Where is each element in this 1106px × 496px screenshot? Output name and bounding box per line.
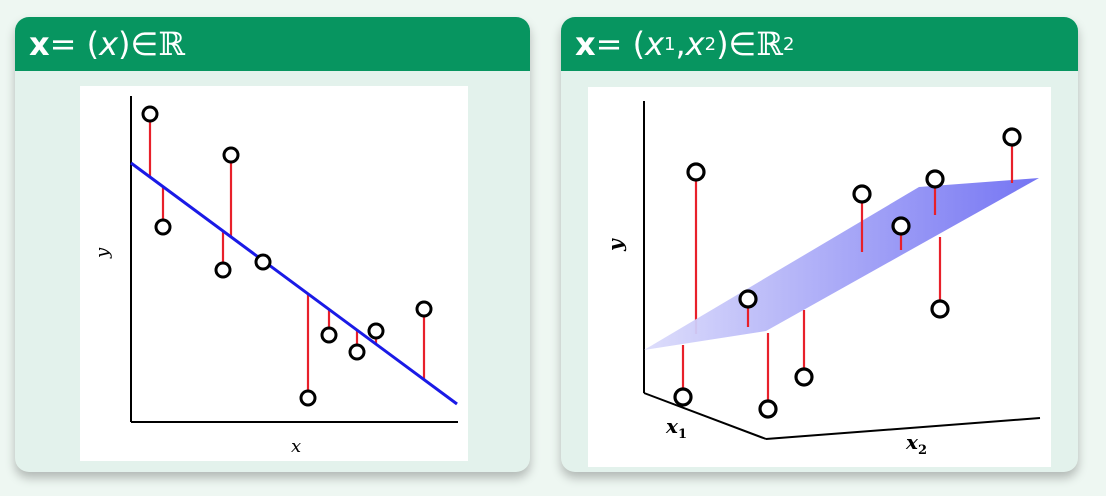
x2-axis-label: x2 — [905, 430, 927, 458]
title-in: ∈ — [130, 25, 159, 63]
title-close: ) — [716, 25, 729, 63]
y-axis-label: y — [92, 247, 113, 259]
points-1d — [141, 105, 433, 407]
plot-1d: x y — [80, 86, 468, 461]
y-axis-label: y — [603, 238, 627, 252]
data-point — [738, 289, 758, 309]
data-point — [299, 389, 317, 407]
regression-line — [130, 161, 458, 406]
data-point — [367, 322, 385, 340]
plot-1d-svg: x y — [92, 96, 458, 457]
bold-x-symbol: x — [575, 25, 596, 63]
title-sub2: 2 — [704, 33, 717, 55]
title-sup: 2 — [783, 33, 795, 55]
x1-axis-label: x1 — [665, 414, 687, 442]
data-point — [794, 367, 814, 387]
title-eq: = ( — [49, 25, 100, 63]
data-point — [222, 146, 240, 164]
data-point — [686, 162, 706, 182]
data-point — [141, 105, 159, 123]
bold-x-symbol: x — [29, 25, 50, 63]
points-2d — [673, 127, 1022, 419]
title-eq: = ( — [595, 25, 646, 63]
residuals-1d — [148, 114, 426, 398]
data-point — [891, 216, 911, 236]
title-x2: x — [685, 25, 705, 63]
x1-axis-3d — [643, 392, 767, 440]
title-sub1: 1 — [664, 33, 676, 55]
title-x1: x — [645, 25, 665, 63]
data-point — [320, 326, 338, 344]
data-point — [214, 261, 232, 279]
residuals-2d-below — [681, 172, 942, 409]
x2-axis-3d — [765, 417, 1041, 440]
plot-2d-svg: x1 x2 y — [603, 101, 1041, 458]
title-comma: , — [675, 25, 686, 63]
data-point — [758, 399, 778, 419]
data-point — [154, 218, 172, 236]
data-point — [852, 184, 872, 204]
title-close: ) — [118, 25, 131, 63]
data-point — [254, 253, 272, 271]
title-set: ℝ — [158, 25, 185, 63]
data-point — [415, 300, 433, 318]
panel-1d-regression: x = (x) ∈ ℝ x y — [15, 17, 530, 472]
plot-2d: x1 x2 y — [588, 87, 1051, 467]
data-point — [925, 169, 945, 189]
panel-header-1d: x = (x) ∈ ℝ — [15, 17, 530, 71]
x-axis-label: x — [291, 436, 301, 457]
data-point — [1002, 127, 1022, 147]
title-set: ℝ — [756, 25, 784, 63]
data-point — [930, 299, 950, 319]
data-point — [348, 343, 366, 361]
data-point — [673, 387, 693, 407]
title-var: x — [99, 25, 119, 63]
regression-plane — [644, 178, 1039, 350]
title-in: ∈ — [728, 25, 757, 63]
